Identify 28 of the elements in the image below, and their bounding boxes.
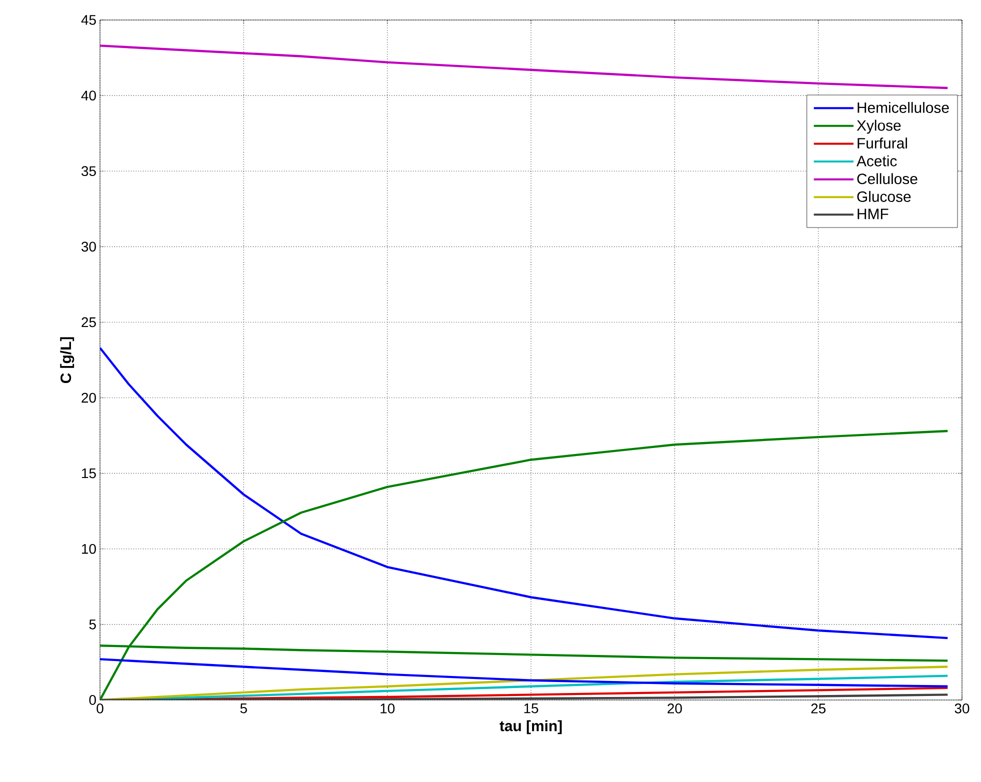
- y-tick-label: 15: [82, 468, 96, 478]
- y-axis-title: C [g/L]: [60, 337, 74, 384]
- x-tick-label: 10: [380, 704, 395, 714]
- x-tick-label: 0: [96, 704, 104, 714]
- legend-label: Cellulose: [857, 173, 918, 184]
- x-tick-label: 15: [524, 704, 538, 714]
- y-tick-label: 35: [82, 166, 96, 176]
- legend-label: Hemicellulose: [858, 102, 949, 113]
- x-tick-label: 30: [954, 704, 970, 714]
- x-tick-label: 5: [240, 704, 247, 714]
- x-tick-label: 25: [811, 704, 826, 714]
- legend-label: Acetic: [856, 155, 897, 166]
- x-axis-title: tau [min]: [500, 720, 562, 734]
- y-tick-label: 0: [89, 695, 96, 705]
- y-tick-label: 45: [81, 15, 96, 25]
- line-series: [100, 346, 949, 640]
- legend-label: Furfural: [858, 138, 907, 149]
- y-tick-label: 20: [82, 392, 96, 403]
- legend-label: Glucose: [857, 190, 911, 202]
- y-tick-label: 10: [82, 544, 96, 554]
- legend-label: Xylose: [856, 120, 901, 134]
- y-tick-label: 40: [81, 90, 96, 100]
- legend-label: HMF: [858, 208, 888, 220]
- x-tick-label: 20: [668, 704, 682, 714]
- y-tick-label: 30: [82, 242, 96, 252]
- y-tick-label: 5: [89, 620, 96, 630]
- line-series: [100, 430, 949, 700]
- y-tick-label: 25: [82, 317, 96, 328]
